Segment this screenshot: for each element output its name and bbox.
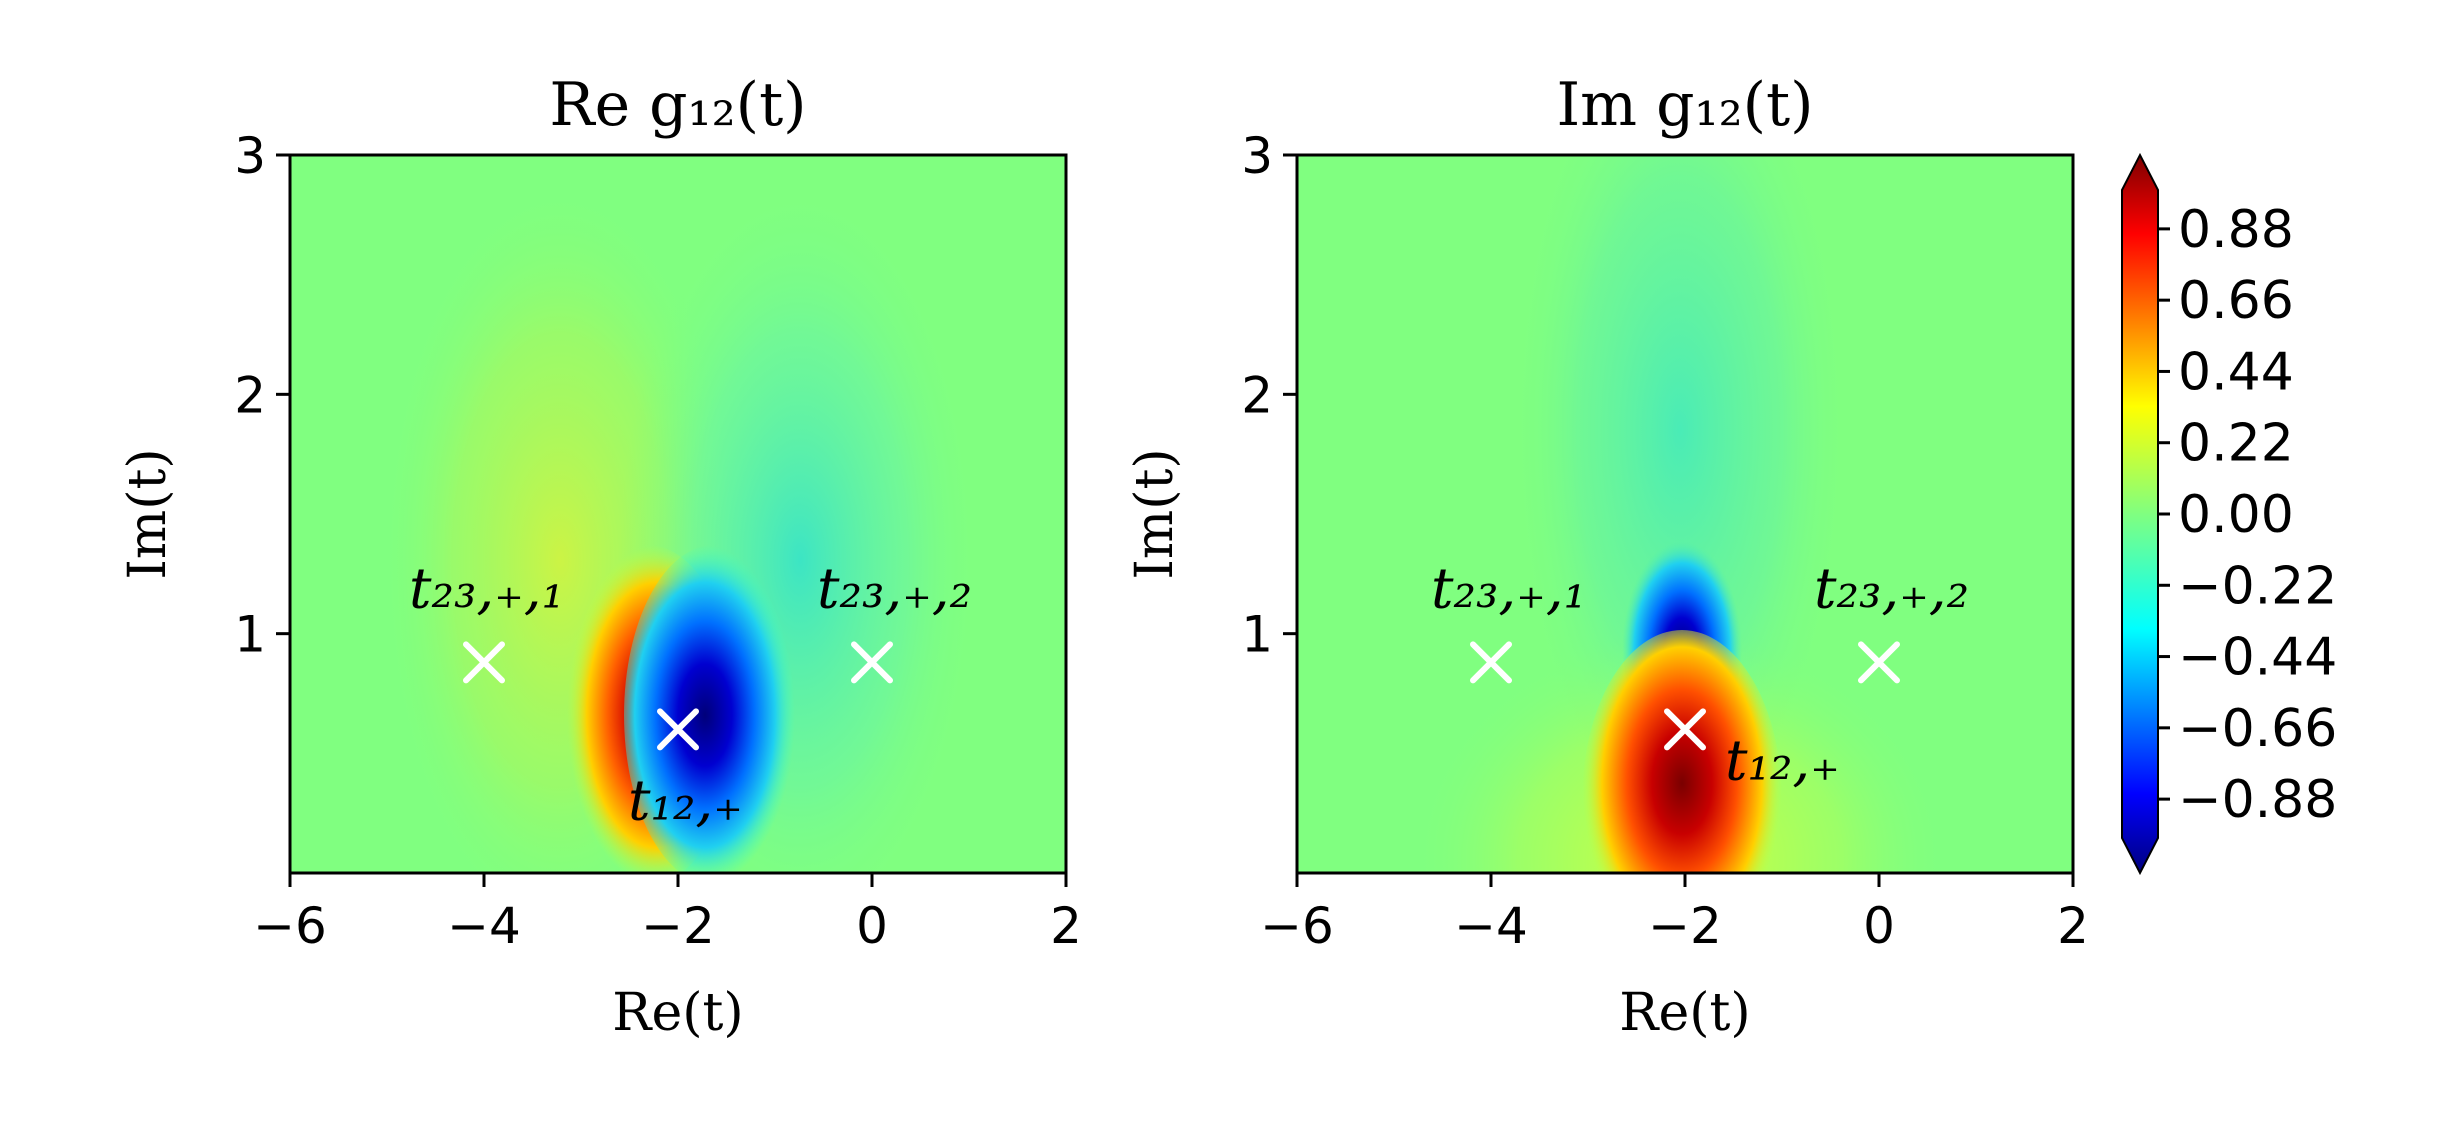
marker-label: t₂₃,₊,₁ bbox=[409, 556, 564, 621]
colorbar-ticks: 0.88 0.66 0.44 0.22 0.00 −0.22 −0.44 −0.66 −0.88 bbox=[2158, 200, 2337, 830]
y-tick-label: 2 bbox=[1241, 366, 1273, 424]
marker-x bbox=[1858, 641, 1900, 684]
colorbar-tick-label: 0.00 bbox=[2178, 485, 2294, 545]
axes-2: Im g₁₂(t) Re(t) Im(t) −6 −4 −2 0 2 1 2 3 t₂₃,₊,₁ t₂₃… bbox=[1125, 70, 2089, 1043]
chart-title: Re g₁₂(t) bbox=[549, 70, 806, 140]
marker-x bbox=[851, 641, 893, 684]
y-tick-label: 3 bbox=[1241, 127, 1273, 185]
heatmap-im bbox=[1297, 155, 2073, 873]
marker-label: t₂₃,₊,₁ bbox=[1431, 556, 1586, 621]
y-tick-label: 1 bbox=[1241, 606, 1273, 664]
colorbar: 0.88 0.66 0.44 0.22 0.00 −0.22 −0.44 −0.66 −0.88 bbox=[2121, 152, 2337, 876]
marker-x bbox=[657, 708, 699, 751]
colorbar-tick-label: −0.22 bbox=[2178, 556, 2337, 616]
y-tick-label: 1 bbox=[234, 606, 266, 664]
x-tick-label: −6 bbox=[253, 897, 327, 955]
x-tick-label: 0 bbox=[1863, 897, 1895, 955]
colorbar-tick-label: −0.66 bbox=[2178, 699, 2337, 759]
panel-im bbox=[1295, 153, 2075, 875]
marker-label: t₂₃,₊,₂ bbox=[1814, 556, 1969, 621]
heatmap-re bbox=[290, 155, 1066, 873]
x-axis-label: Re(t) bbox=[612, 983, 743, 1043]
colorbar-tick-label: 0.66 bbox=[2178, 271, 2294, 331]
marker-label: t₂₃,₊,₂ bbox=[817, 556, 972, 621]
x-axis-label: Re(t) bbox=[1619, 983, 1750, 1043]
chart-title: Im g₁₂(t) bbox=[1556, 70, 1813, 140]
y-tick-label: 2 bbox=[234, 366, 266, 424]
x-tick-label: 2 bbox=[1050, 897, 1082, 955]
colorbar-tick-label: 0.44 bbox=[2178, 342, 2294, 402]
marker-label: t₁₂,₊ bbox=[628, 768, 743, 833]
panel-re bbox=[288, 153, 1068, 875]
marker-label: t₁₂,₊ bbox=[1725, 728, 1840, 793]
x-tick-label: 0 bbox=[856, 897, 888, 955]
marker-x bbox=[463, 641, 505, 684]
x-tick-label: 2 bbox=[2057, 897, 2089, 955]
x-tick-label: −2 bbox=[641, 897, 715, 955]
y-axis-label: Im(t) bbox=[118, 448, 178, 579]
y-tick-label: 3 bbox=[234, 127, 266, 185]
x-tick-label: −4 bbox=[447, 897, 521, 955]
x-tick-label: −2 bbox=[1648, 897, 1722, 955]
axes-1: Re g₁₂(t) Re(t) Im(t) −6 −4 −2 0 2 1 2 3 t₂₃,₊,₁ t₂₃… bbox=[118, 70, 1082, 1043]
marker-x bbox=[1664, 708, 1706, 751]
marker-x bbox=[1470, 641, 1512, 684]
y-axis-label: Im(t) bbox=[1125, 448, 1185, 579]
colorbar-tick-label: 0.88 bbox=[2178, 200, 2294, 260]
colorbar-tick-label: 0.22 bbox=[2178, 414, 2294, 474]
colorbar-body bbox=[2121, 152, 2159, 876]
x-tick-label: −4 bbox=[1454, 897, 1528, 955]
x-tick-label: −6 bbox=[1260, 897, 1334, 955]
colorbar-tick-label: −0.44 bbox=[2178, 628, 2337, 688]
colorbar-tick-label: −0.88 bbox=[2178, 770, 2337, 830]
